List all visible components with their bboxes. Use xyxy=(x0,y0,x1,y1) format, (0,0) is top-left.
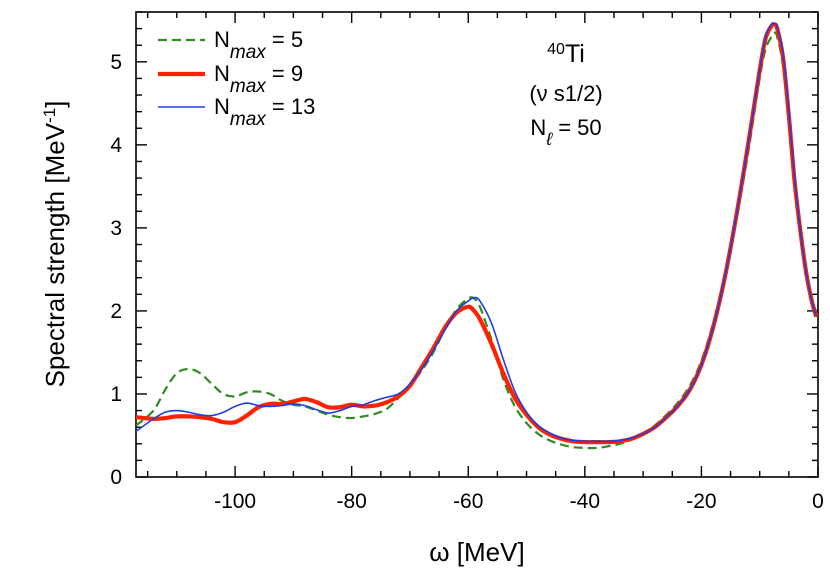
legend-label-nmax-5-sub: max xyxy=(230,42,267,63)
legend-label-nmax-5: Nmax = 5 xyxy=(214,27,303,63)
y-tick-label: 4 xyxy=(110,134,122,157)
annotation: 40Ti (ν s1/2) Nℓ = 50 xyxy=(529,40,602,149)
nucleus-symbol: Ti xyxy=(565,40,585,68)
y-axis-label-close: ] xyxy=(40,101,70,108)
n-ell-value: = 50 xyxy=(552,115,602,140)
nucleus-mass-number: 40 xyxy=(547,41,565,58)
y-tick-label: 3 xyxy=(110,217,122,240)
x-tick-label: 0 xyxy=(812,490,824,513)
legend-label-nmax-13-sub: max xyxy=(230,109,267,130)
x-tick-label: -80 xyxy=(336,490,366,513)
y-tick-label: 2 xyxy=(110,300,122,323)
y-tick-label: 0 xyxy=(110,466,122,489)
n-ell-base: N xyxy=(530,115,546,140)
x-axis-label: ω [MeV] xyxy=(429,537,524,567)
x-tick-label: -40 xyxy=(570,490,600,513)
series-line-nmax-13 xyxy=(136,22,818,443)
axis-ticks: -100 -80 -60 -40 -20 0 0 1 2 3 4 5 xyxy=(110,11,824,513)
y-axis-label-main: Spectral strength [MeV xyxy=(40,122,70,387)
legend-label-nmax-5-base: N xyxy=(214,27,230,52)
legend-label-nmax-13: Nmax = 13 xyxy=(214,94,315,130)
x-tick-label: -60 xyxy=(453,490,483,513)
series-line-nmax-5 xyxy=(136,31,818,450)
y-axis-label-exponent: -1 xyxy=(40,108,59,123)
legend-label-nmax-9-sub: max xyxy=(230,76,267,97)
legend-label-nmax-9-base: N xyxy=(214,61,230,86)
legend-label-nmax-13-value: = 13 xyxy=(266,94,316,119)
legend-label-nmax-5-value: = 5 xyxy=(266,27,303,52)
x-tick-label: -20 xyxy=(686,490,716,513)
nucleus-label: 40Ti xyxy=(547,40,585,68)
y-tick-label: 1 xyxy=(110,383,122,406)
x-tick-label: -100 xyxy=(214,490,256,513)
y-axis-label: Spectral strength [MeV-1] xyxy=(40,101,71,388)
y-tick-label: 5 xyxy=(110,51,122,74)
legend: Nmax = 5 Nmax = 9 Nmax = 13 xyxy=(158,27,315,130)
series-lines xyxy=(136,22,818,450)
n-ell-sub: ℓ xyxy=(545,129,553,149)
legend-label-nmax-9-value: = 9 xyxy=(266,61,303,86)
legend-label-nmax-13-base: N xyxy=(214,94,230,119)
legend-label-nmax-9: Nmax = 9 xyxy=(214,61,303,97)
orbital-label: (ν s1/2) xyxy=(529,81,602,106)
n-ell-label: Nℓ = 50 xyxy=(530,115,601,149)
